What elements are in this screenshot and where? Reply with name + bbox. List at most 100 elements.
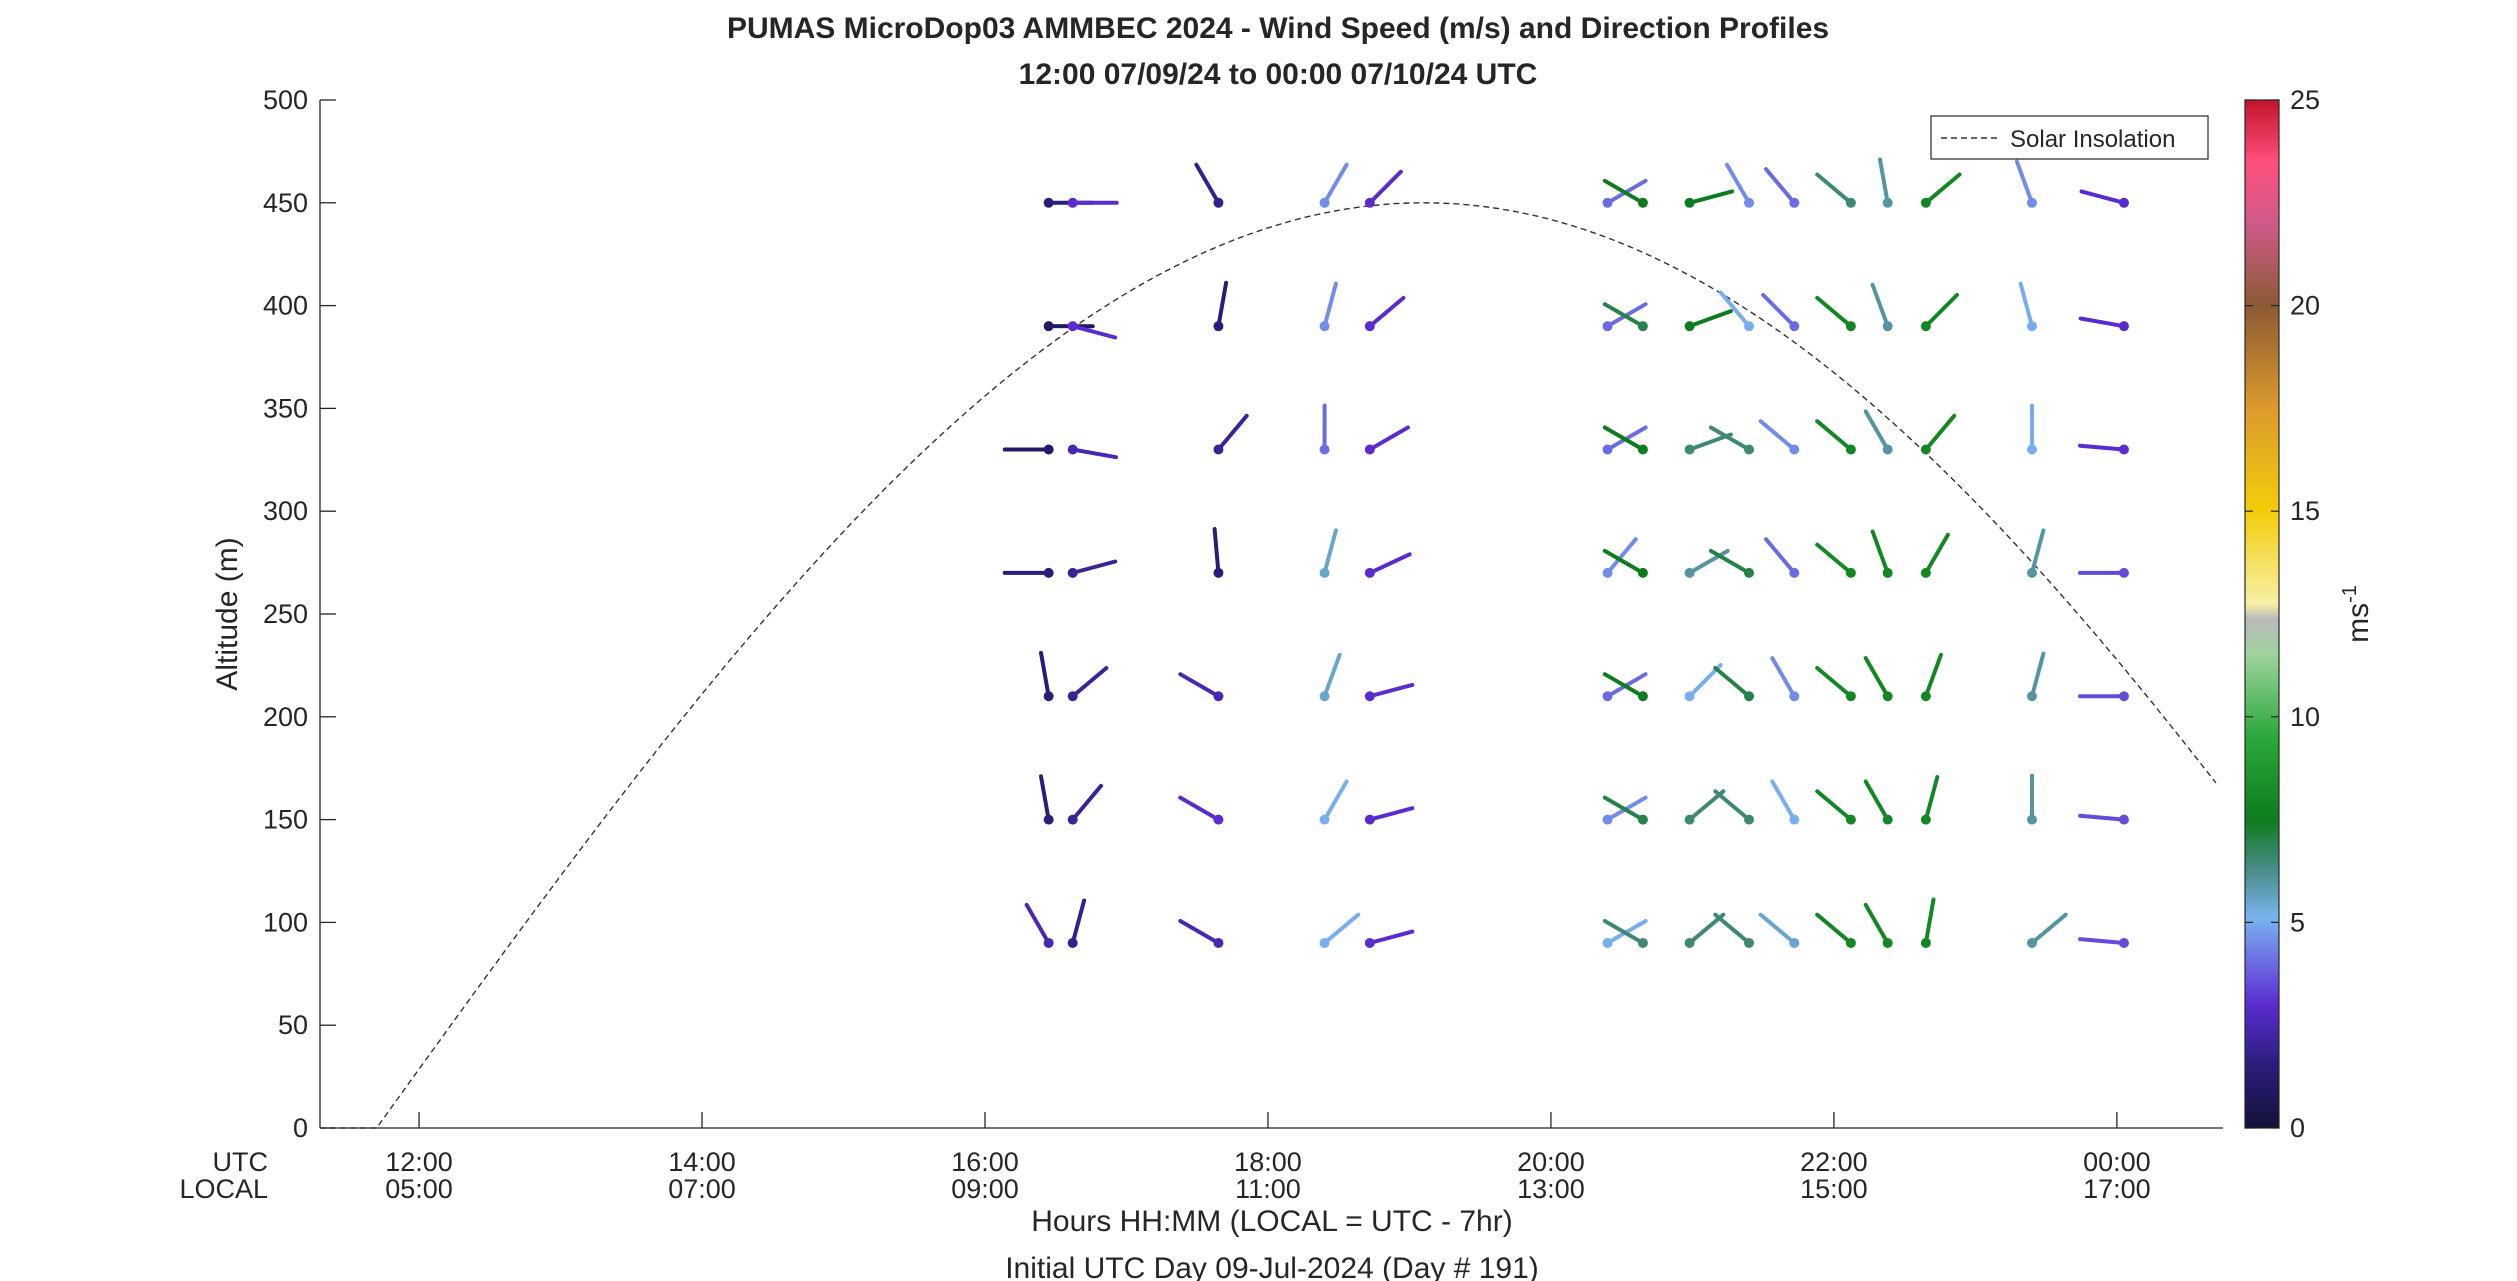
wind-vector-base [1637,691,1648,702]
wind-vector [2078,937,2126,945]
wind-vector [1602,178,1645,205]
wind-vector-base [1213,444,1224,455]
wind-vector-base [1920,197,1931,208]
y-tick-label: 200 [263,702,308,732]
wind-vector-base [1845,444,1856,455]
wind-vector-base [1882,937,1893,948]
wind-vector-base [2118,691,2129,702]
wind-vector-base [1364,937,1375,948]
x-tick-label-utc: 16:00 [951,1147,1019,1177]
wind-vector [1687,789,1726,822]
x-tick-label-local: 07:00 [668,1174,736,1204]
wind-vector [1923,293,1959,329]
wind-vector [1687,189,1735,205]
wind-vector-base [1920,567,1931,578]
wind-vector-base [2118,321,2129,332]
wind-vector [1770,656,1797,699]
wind-vector-base [1319,691,1330,702]
wind-vector [1815,172,1853,205]
wind-vector-base [2026,197,2037,208]
wind-vector-base [1920,937,1931,948]
wind-vector-base [1920,444,1931,455]
wind-vector-base [2026,444,2037,455]
wind-vector [2014,159,2034,205]
wind-vector [1602,795,1645,822]
y-tick-label: 100 [263,907,308,937]
wind-vector [1216,280,1229,329]
wind-vector [1194,162,1221,205]
wind-vector-base [1213,937,1224,948]
wind-vector-base [1043,691,1054,702]
wind-vector-base [1637,444,1648,455]
colorbar-tick-label: 25 [2290,85,2320,115]
wind-vector [1070,783,1103,822]
legend-box [1930,115,2209,160]
chart-title: PUMAS MicroDop03 AMMBEC 2024 - Wind Spee… [727,12,1829,45]
wind-vector-base [1789,814,1800,825]
wind-vector [2029,651,2046,699]
wind-vector [1367,682,1415,699]
y-tick-label: 450 [263,188,308,218]
colorbar-unit-exponent: -1 [2339,585,2361,603]
wind-vector [1923,897,1936,945]
wind-vector-base [1684,567,1695,578]
wind-vector [1815,419,1853,452]
wind-vector-base [2026,937,2037,948]
wind-vector [1764,537,1797,575]
wind-vector [1605,537,1638,575]
wind-vector [1870,282,1890,329]
wind-vector [1758,419,1797,452]
colorbar-tick-label: 10 [2290,702,2320,732]
wind-vector [1708,425,1752,452]
wind-vector-base [1920,814,1931,825]
wind-vector [1212,527,1221,575]
wind-vector [1322,652,1342,699]
wind-vector-base [1845,937,1856,948]
wind-vector [1367,552,1412,575]
wind-vector-base [1319,937,1330,948]
wind-vector-base [1319,444,1330,455]
wind-vector-base [1637,567,1648,578]
wind-vector [1602,672,1645,699]
colorbar-tick-label: 5 [2290,907,2305,937]
x-axis-sublabel: Initial UTC Day 09-Jul-2024 (Day # 191) [1005,1252,1539,1281]
colorbar-tick-label: 15 [2290,496,2320,526]
wind-vector [2079,189,2126,205]
wind-vector-base [1067,937,1078,948]
colorbar-tick-label: 20 [2290,291,2320,321]
wind-vector [1070,324,1118,340]
x-tick-label-utc: 22:00 [1800,1147,1868,1177]
wind-vector-base [2026,567,2037,578]
wind-vector [2018,281,2034,329]
wind-vector [1178,919,1221,945]
wind-vector [1367,929,1415,945]
wind-vector [1070,898,1087,945]
colorbar-tick-label: 0 [2290,1113,2305,1143]
wind-vector [1708,548,1752,575]
wind-vector [2078,316,2126,329]
wind-vector [1322,281,1338,329]
wind-vector-base [1602,567,1613,578]
wind-vector-base [1364,567,1375,578]
wind-vector-base [1845,321,1856,332]
wind-vector-base [1789,321,1800,332]
y-tick-label: 250 [263,599,308,629]
wind-vector-base [1637,814,1648,825]
wind-vector-base [1067,691,1078,702]
wind-vector [1770,779,1797,822]
wind-vector-base [1364,321,1375,332]
x-tick-label-local: 13:00 [1517,1174,1585,1204]
wind-vector-base [1602,937,1613,948]
wind-vector [1367,169,1403,205]
wind-vector-base [1213,567,1224,578]
wind-vector-base [1637,937,1648,948]
wind-vector-base [1364,691,1375,702]
wind-vector-base [1067,444,1078,455]
x-tick-label-utc: 00:00 [2083,1147,2151,1177]
x-axis-label: Hours HH:MM (LOCAL = UTC - 7hr) [1031,1205,1512,1238]
wind-vector-base [1882,691,1893,702]
wind-vector [1070,559,1118,575]
wind-vector-base [1845,197,1856,208]
wind-vector-base [1602,197,1613,208]
